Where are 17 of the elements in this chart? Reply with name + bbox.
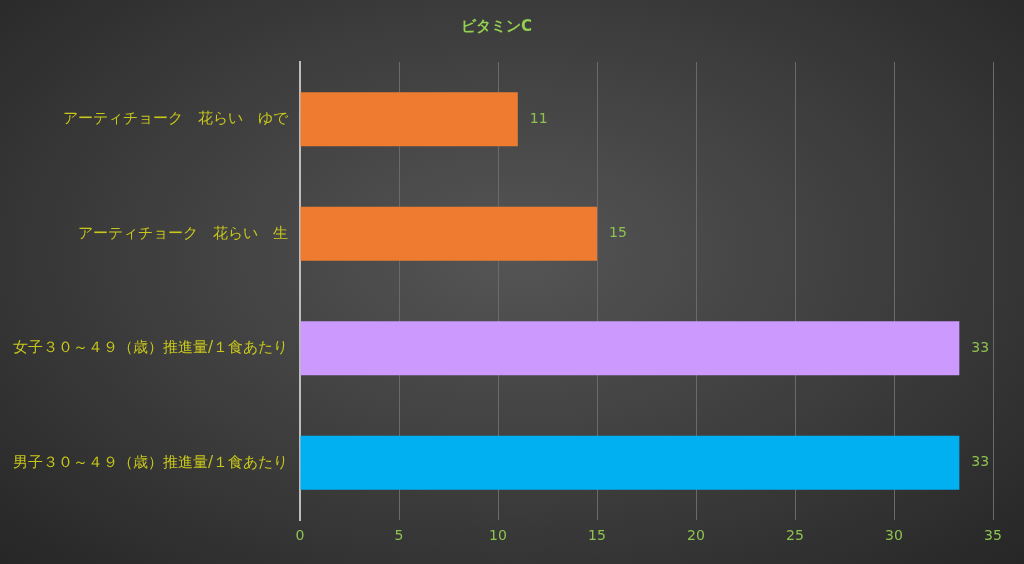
x-tick-label: 35 (984, 527, 1002, 544)
x-tick-label: 0 (295, 527, 305, 544)
y-tick-label: アーティチョーク 花らい 生 (78, 223, 288, 242)
y-tick-label: アーティチョーク 花らい ゆで (63, 109, 289, 128)
x-tick-label: 20 (687, 527, 705, 544)
data-label: 11 (529, 109, 548, 126)
x-tick-label: 30 (885, 527, 903, 544)
x-tick-label: 10 (489, 527, 507, 544)
chart-title: ビタミンC (460, 16, 533, 35)
data-label: 15 (609, 224, 627, 241)
x-tick-label: 15 (588, 527, 606, 544)
x-tick-label: 25 (786, 527, 804, 544)
y-tick-label: 男子３０～４９（歳）推進量/１食あたり (12, 452, 288, 471)
data-label: 33 (971, 453, 990, 470)
y-tick-label: 女子３０～４９（歳）推進量/１食あたり (12, 338, 288, 357)
data-label: 33 (971, 338, 990, 355)
x-tick-label: 5 (394, 527, 404, 544)
